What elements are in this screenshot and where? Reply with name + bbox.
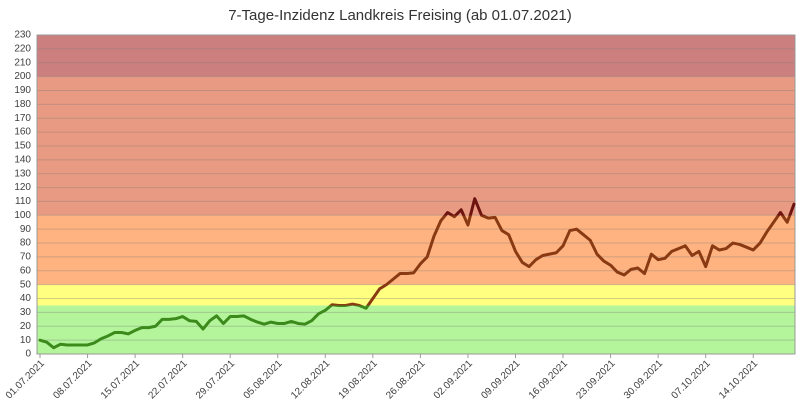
- y-tick-label: 70: [20, 252, 32, 263]
- y-tick-label: 160: [14, 127, 31, 138]
- x-tick-label: 01.07.2021: [4, 358, 47, 401]
- x-tick-label: 09.09.2021: [479, 358, 522, 401]
- x-tick-label: 07.10.2021: [670, 358, 713, 401]
- y-tick-label: 180: [14, 99, 31, 110]
- y-tick-label: 20: [20, 321, 32, 332]
- y-tick-label: 200: [14, 71, 31, 82]
- band: [37, 284, 795, 306]
- y-tick-label: 140: [14, 154, 31, 165]
- x-tick-label: 08.07.2021: [51, 358, 94, 401]
- y-tick-label: 10: [20, 335, 32, 346]
- band: [37, 215, 795, 285]
- x-tick-label: 05.08.2021: [242, 358, 285, 401]
- x-tick-label: 30.09.2021: [622, 358, 665, 401]
- y-tick-label: 30: [20, 307, 32, 318]
- y-tick-label: 40: [20, 293, 32, 304]
- x-tick-label: 26.08.2021: [384, 358, 427, 401]
- y-tick-label: 0: [25, 349, 31, 360]
- y-tick-label: 170: [14, 113, 31, 124]
- y-tick-label: 150: [14, 141, 31, 152]
- x-tick-label: 19.08.2021: [337, 358, 380, 401]
- y-tick-label: 190: [14, 85, 31, 96]
- y-tick-label: 110: [15, 196, 31, 207]
- x-tick-label: 29.07.2021: [194, 358, 237, 401]
- x-tick-label: 02.09.2021: [432, 358, 475, 401]
- plot-border: [36, 34, 796, 355]
- x-tick-label: 15.07.2021: [99, 358, 142, 401]
- band: [37, 305, 795, 354]
- y-tick-label: 120: [14, 182, 31, 193]
- y-tick-label: 50: [20, 279, 32, 290]
- x-tick-label: 14.10.2021: [717, 358, 760, 401]
- x-tick-label: 22.07.2021: [146, 358, 189, 401]
- y-tick-label: 60: [20, 265, 32, 276]
- y-tick-label: 220: [14, 44, 31, 55]
- x-tick-label: 23.09.2021: [574, 358, 617, 401]
- y-tick-label: 230: [14, 30, 31, 41]
- y-tick-label: 100: [14, 210, 31, 221]
- x-tick-label: 16.09.2021: [527, 358, 570, 401]
- line: [38, 197, 796, 350]
- chart-title: 7-Tage-Inzidenz Landkreis Freising (ab 0…: [228, 7, 572, 24]
- y-tick-label: 80: [20, 238, 32, 249]
- band: [37, 76, 795, 216]
- y-tick-label: 130: [14, 168, 31, 179]
- x-tick-label: 12.08.2021: [289, 358, 332, 401]
- band: [37, 35, 795, 77]
- y-tick-label: 210: [14, 57, 31, 68]
- y-tick-label: 90: [20, 224, 32, 235]
